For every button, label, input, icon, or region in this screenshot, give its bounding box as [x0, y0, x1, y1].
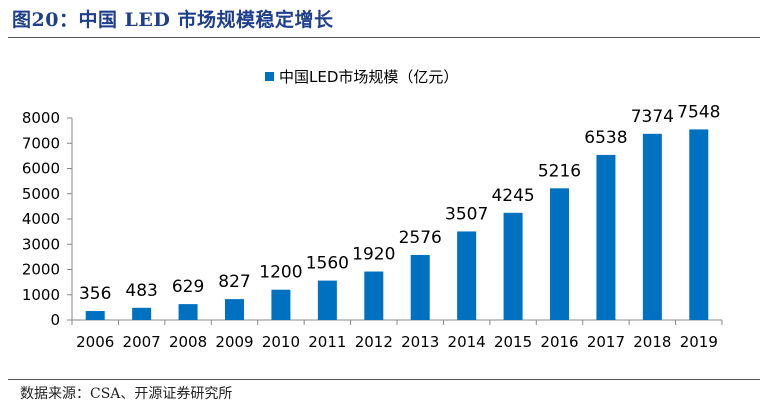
bar: [132, 307, 152, 320]
y-tick-label: 3000: [22, 235, 60, 253]
x-tick-label: 2008: [169, 333, 207, 351]
figure-title: 图20：中国 LED 市场规模稳定增长: [12, 9, 334, 31]
bar-value-label: 356: [79, 284, 111, 304]
bar-value-label: 1920: [352, 245, 395, 265]
bar: [178, 304, 198, 320]
bar-value-label: 1200: [259, 263, 302, 283]
legend-label: 中国LED市场规模（亿元）: [279, 68, 458, 86]
y-tick-label: 1000: [22, 286, 60, 304]
x-axis: 2006 2007 2008 2009 2010 2011 2012 2013 2014 2015…: [71, 319, 723, 351]
bar: [689, 129, 709, 320]
x-tick-label: 2009: [215, 333, 253, 351]
x-tick-label: 2019: [680, 333, 718, 351]
legend-swatch: [265, 72, 274, 81]
x-tick-label: 2011: [308, 333, 346, 351]
title-rule: [8, 37, 760, 38]
x-tick-label: 2015: [494, 333, 532, 351]
bar: [85, 311, 105, 320]
bar: [225, 299, 244, 320]
bar-value-label: 2576: [399, 228, 442, 248]
x-tick-label: 2016: [540, 333, 578, 351]
bar: [364, 271, 384, 320]
bar-value-label: 629: [172, 277, 204, 297]
x-tick-label: 2013: [401, 333, 439, 351]
bar-value-label: 7548: [677, 102, 720, 122]
y-tick-label: 2000: [22, 261, 60, 279]
y-tick-label: 5000: [22, 185, 60, 203]
bar-value-label: 827: [218, 272, 250, 292]
y-axis: 0 1000 2000 3000 4000 5000 6000 7000 8000: [22, 109, 73, 329]
y-tick-label: 7000: [22, 134, 60, 152]
y-tick-label: 6000: [22, 160, 60, 178]
bar-value-label: 6538: [584, 128, 627, 148]
bar: [596, 154, 616, 320]
bar-chart: 中国LED市场规模（亿元） 0 1000 2000 3000 4000 5000 6000 7…: [22, 68, 723, 351]
value-labels: 356 483 629 827 1200 1560 19202576350742455216…: [79, 102, 720, 304]
x-tick-label: 2007: [123, 333, 161, 351]
x-tick-label: 2006: [76, 333, 114, 351]
bar-value-label: 3507: [445, 204, 488, 224]
x-tick-label: 2012: [355, 333, 393, 351]
x-tick-label: 2018: [633, 333, 671, 351]
legend: 中国LED市场规模（亿元）: [265, 68, 458, 86]
bar-value-label: 7374: [631, 107, 674, 127]
bar: [503, 212, 523, 320]
y-tick-label: 0: [50, 311, 60, 329]
source-note: 数据来源：CSA、开源证券研究所: [20, 386, 233, 402]
x-tick-label: 2014: [448, 333, 486, 351]
bar: [317, 280, 337, 320]
source-rule: [8, 379, 760, 380]
bar-value-label: 5216: [538, 161, 581, 181]
y-tick-label: 8000: [22, 109, 60, 127]
bar: [410, 254, 430, 320]
y-tick-label: 4000: [22, 210, 60, 228]
bar: [550, 188, 569, 320]
bar-value-label: 4245: [491, 186, 534, 206]
x-tick-label: 2010: [262, 333, 300, 351]
bars: [85, 129, 709, 320]
bar-value-label: 1560: [306, 254, 349, 274]
bar: [642, 133, 662, 320]
bar-value-label: 483: [125, 281, 157, 301]
bar: [457, 231, 477, 320]
bar: [271, 289, 291, 320]
x-tick-label: 2017: [587, 333, 625, 351]
